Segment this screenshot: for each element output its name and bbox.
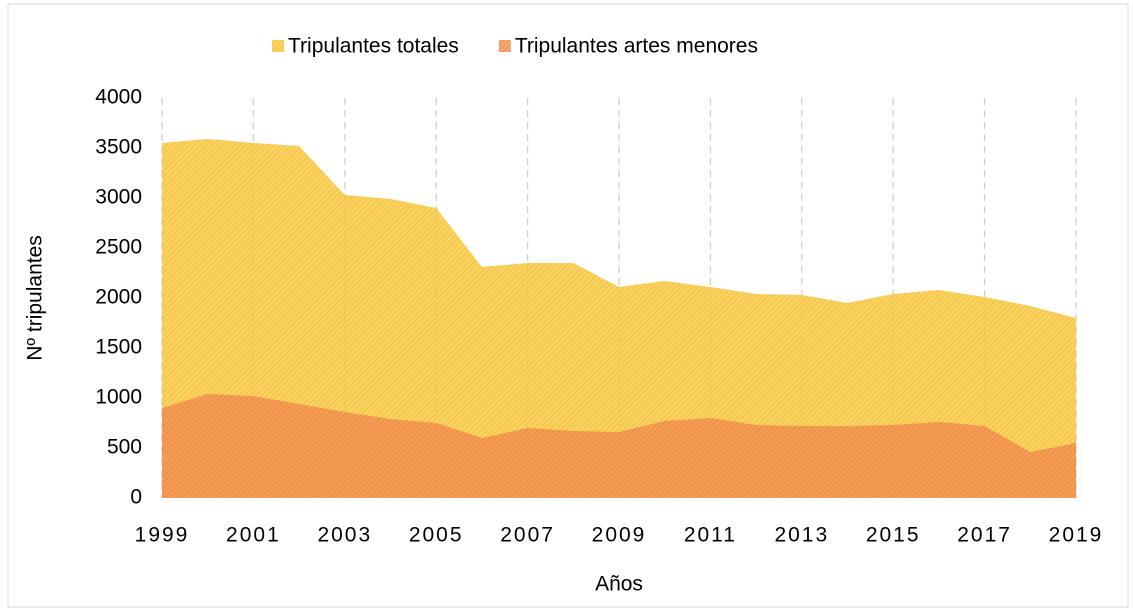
legend-label: Tripulantes totales <box>288 35 459 58</box>
area <box>162 139 1076 498</box>
y-tick-label: 500 <box>107 436 142 459</box>
legend-swatch <box>272 40 284 52</box>
x-axis-label: Años <box>595 573 643 596</box>
y-tick-label: 3000 <box>95 186 142 209</box>
chart-frame <box>7 3 1129 608</box>
y-tick-label: 0 <box>130 486 142 509</box>
y-tick-label: 4000 <box>95 86 142 109</box>
y-tick-label: 1500 <box>95 336 142 359</box>
x-tick-label: 2003 <box>317 524 372 547</box>
y-tick-label: 2000 <box>95 286 142 309</box>
y-tick-label: 2500 <box>95 236 142 259</box>
x-tick-label: 2013 <box>774 524 829 547</box>
x-tick-label: 2017 <box>957 524 1012 547</box>
x-tick-label: 2009 <box>592 524 647 547</box>
legend-label: Tripulantes artes menores <box>515 35 758 58</box>
x-tick-label: 2005 <box>409 524 464 547</box>
x-tick-label: 2007 <box>500 524 555 547</box>
x-tick-label: 1999 <box>135 524 190 547</box>
x-tick-label: 2001 <box>226 524 281 547</box>
x-tick-label: 2019 <box>1049 524 1104 547</box>
legend-swatch <box>498 40 511 52</box>
y-tick-label: 3500 <box>95 136 142 159</box>
y-axis-label: Nº tripulantes <box>24 235 47 361</box>
area <box>162 394 1076 498</box>
x-tick-label: 2015 <box>866 524 921 547</box>
y-tick-label: 1000 <box>95 386 142 409</box>
x-tick-label: 2011 <box>684 524 737 547</box>
